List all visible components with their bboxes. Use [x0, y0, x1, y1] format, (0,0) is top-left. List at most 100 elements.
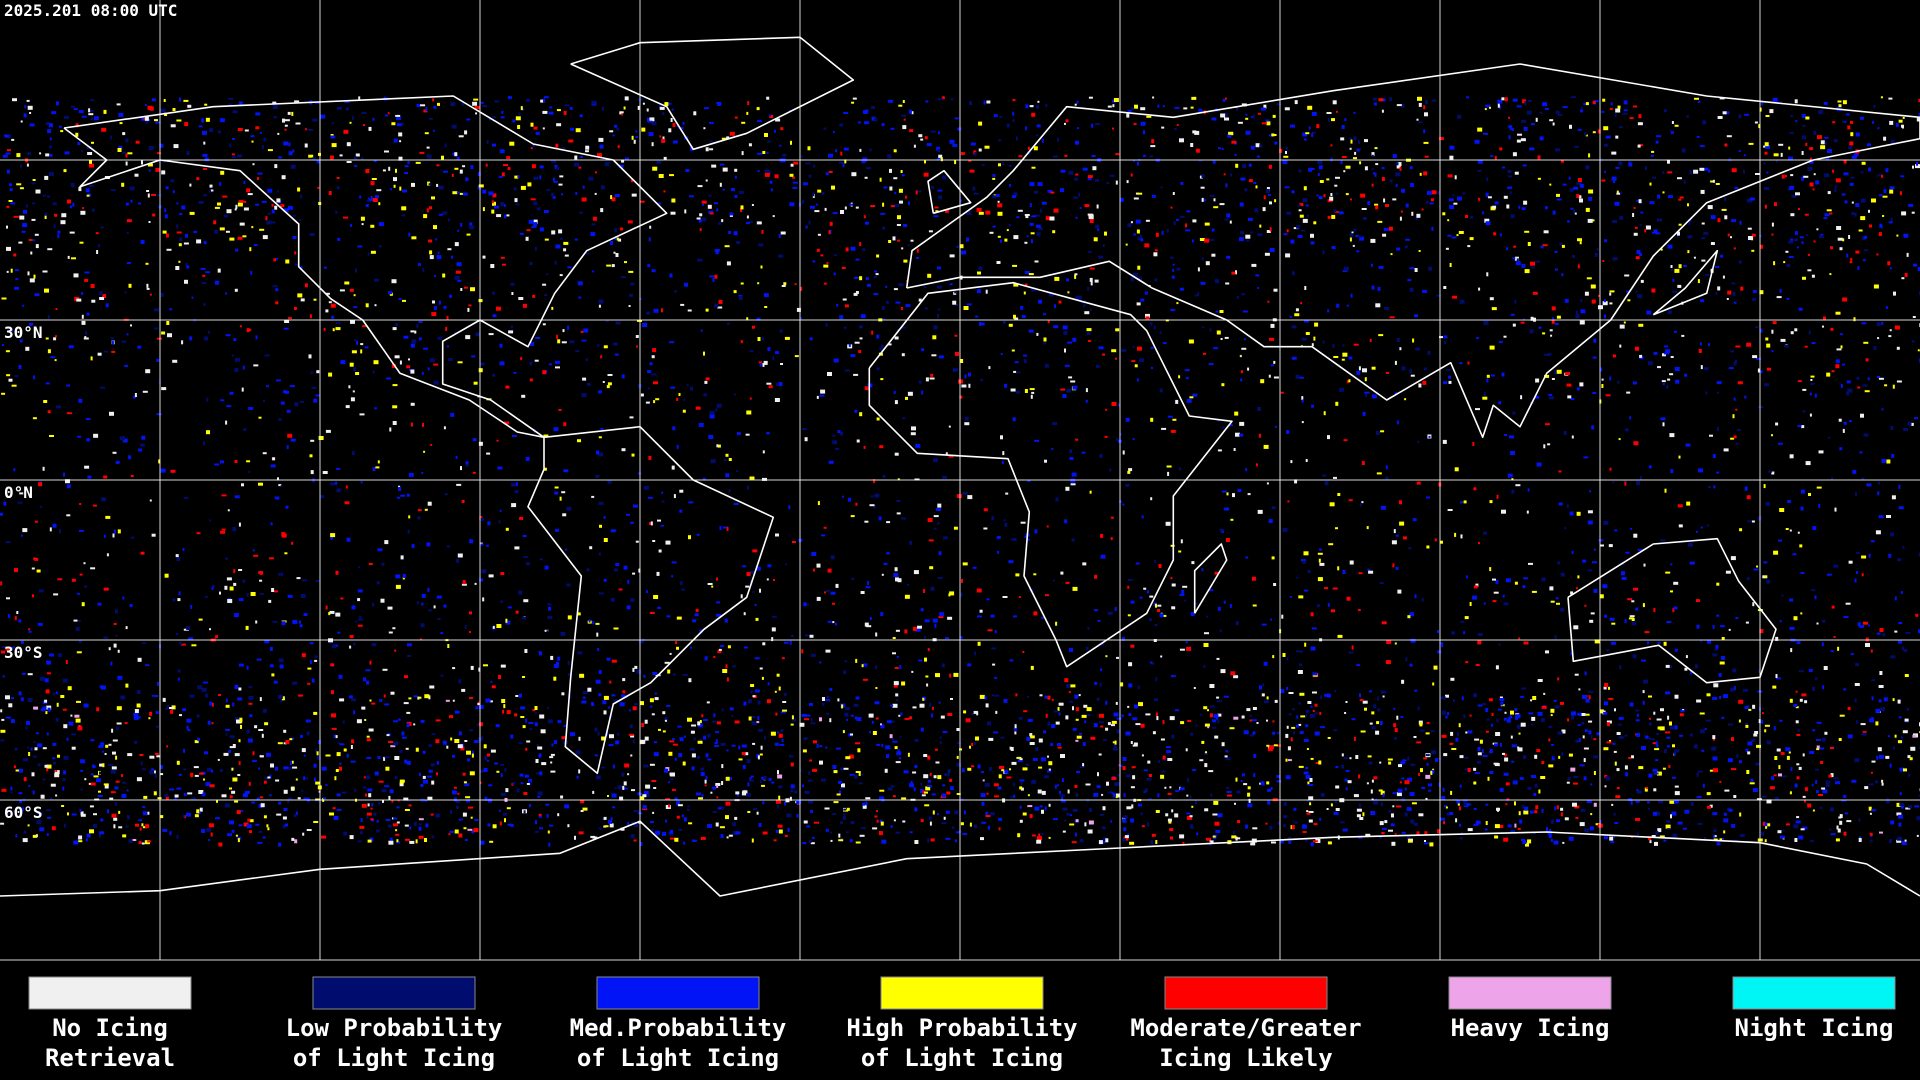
icing-pixel — [932, 618, 938, 623]
icing-pixel — [1025, 104, 1029, 109]
icing-pixel — [58, 125, 62, 128]
icing-pixel — [1501, 509, 1506, 514]
icing-pixel — [1215, 279, 1219, 284]
icing-pixel — [323, 327, 326, 331]
icing-pixel — [1334, 184, 1338, 187]
icing-pixel — [1235, 777, 1238, 782]
icing-pixel — [280, 204, 285, 208]
icing-pixel — [556, 109, 561, 112]
icing-pixel — [859, 148, 862, 152]
icing-pixel — [902, 100, 905, 103]
icing-pixel — [893, 177, 898, 180]
icing-pixel — [21, 640, 24, 644]
icing-pixel — [1883, 189, 1887, 194]
icing-pixel — [1066, 388, 1072, 393]
icing-pixel — [521, 394, 526, 398]
icing-pixel — [1823, 316, 1826, 321]
icing-pixel — [1887, 261, 1891, 266]
icing-pixel — [1896, 812, 1902, 816]
icing-pixel — [1149, 322, 1153, 326]
icing-pixel — [1530, 123, 1535, 126]
icing-pixel — [1634, 226, 1638, 229]
icing-pixel — [330, 155, 334, 159]
icing-pixel — [746, 317, 749, 321]
icing-pixel — [467, 307, 470, 312]
icing-pixel — [226, 405, 232, 408]
icing-pixel — [1024, 283, 1028, 286]
icing-pixel — [864, 386, 869, 391]
icing-pixel — [335, 735, 338, 739]
icing-pixel — [231, 354, 234, 357]
icing-pixel — [1551, 319, 1555, 324]
icing-pixel — [369, 198, 375, 201]
icing-pixel — [325, 605, 328, 610]
icing-pixel — [1800, 506, 1804, 511]
icing-pixel — [1295, 717, 1299, 720]
icing-pixel — [1681, 334, 1685, 337]
icing-pixel — [880, 212, 886, 215]
icing-pixel — [1579, 183, 1584, 188]
icing-pixel — [206, 397, 209, 402]
icing-pixel — [819, 661, 822, 664]
icing-pixel — [447, 644, 450, 648]
icing-pixel — [1116, 656, 1119, 659]
icing-pixel — [613, 251, 616, 254]
icing-pixel — [1225, 282, 1230, 285]
icing-pixel — [1162, 342, 1167, 345]
icing-pixel — [559, 496, 562, 501]
icing-pixel — [1581, 106, 1583, 109]
icing-pixel — [609, 823, 614, 828]
icing-pixel — [1454, 467, 1459, 472]
icing-pixel — [1107, 105, 1112, 108]
icing-pixel — [1203, 706, 1208, 710]
icing-pixel — [1813, 130, 1817, 135]
icing-pixel — [1693, 169, 1699, 174]
icing-pixel — [1134, 364, 1138, 368]
icing-pixel — [64, 151, 70, 155]
icing-pixel — [1011, 761, 1017, 765]
icing-pixel — [566, 506, 572, 511]
icing-pixel — [81, 150, 84, 152]
icing-pixel — [323, 266, 327, 269]
icing-pixel — [279, 664, 284, 669]
icing-pixel — [598, 436, 602, 439]
icing-pixel — [176, 633, 179, 635]
icing-pixel — [1835, 364, 1840, 369]
icing-pixel — [44, 678, 49, 683]
icing-pixel — [945, 637, 949, 640]
icing-pixel — [1910, 422, 1914, 426]
icing-pixel — [241, 387, 244, 392]
icing-pixel — [756, 317, 761, 321]
icing-pixel — [844, 206, 847, 210]
icing-pixel — [435, 238, 438, 241]
icing-pixel — [401, 206, 406, 210]
icing-pixel — [1331, 246, 1336, 249]
icing-pixel — [1004, 238, 1008, 242]
icing-pixel — [1577, 128, 1582, 131]
icing-pixel — [1285, 253, 1291, 258]
icing-pixel — [756, 566, 761, 571]
icing-pixel — [1670, 265, 1673, 268]
icing-pixel — [1528, 562, 1533, 565]
icing-pixel — [1268, 134, 1273, 137]
icing-pixel — [6, 246, 11, 251]
icing-pixel — [1535, 378, 1540, 383]
icing-pixel — [851, 172, 857, 177]
icing-pixel — [1530, 261, 1535, 266]
icing-pixel — [1410, 612, 1414, 617]
icing-pixel — [1255, 143, 1260, 148]
icing-pixel — [141, 435, 146, 440]
icing-pixel — [156, 681, 159, 686]
icing-pixel — [1120, 682, 1124, 687]
icing-pixel — [1241, 293, 1246, 296]
icing-pixel — [1098, 255, 1104, 259]
icing-pixel — [394, 649, 397, 652]
icing-pixel — [708, 194, 712, 197]
icing-pixel — [198, 618, 203, 621]
icing-pixel — [105, 515, 111, 519]
icing-pixel — [1894, 596, 1897, 601]
icing-pixel — [1179, 287, 1184, 291]
icing-pixel — [773, 129, 776, 133]
icing-pixel — [934, 206, 939, 209]
